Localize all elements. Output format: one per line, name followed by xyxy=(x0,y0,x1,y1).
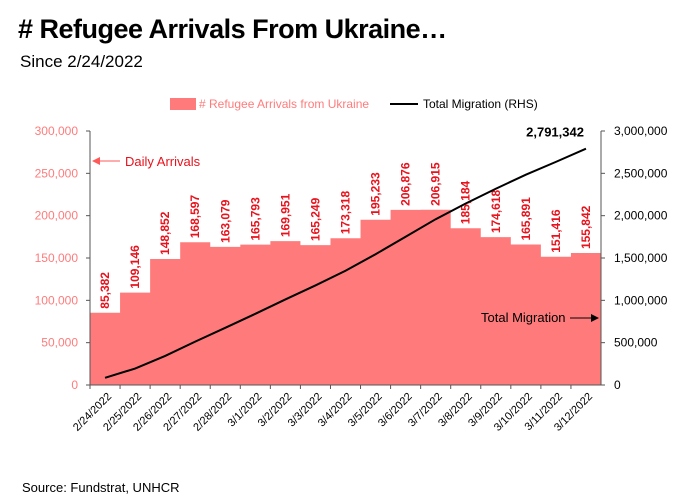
right-tick-label: 3,000,000 xyxy=(614,124,668,138)
bar-data-label: 206,915 xyxy=(429,162,443,206)
bar-data-label: 206,876 xyxy=(399,162,413,206)
left-tick-label: 300,000 xyxy=(35,124,79,138)
bar-data-label: 165,249 xyxy=(308,197,322,241)
left-tick-label: 100,000 xyxy=(35,293,79,307)
bar-data-label: 168,597 xyxy=(188,195,202,239)
daily-arrivals-bar xyxy=(270,241,300,385)
daily-arrivals-bar xyxy=(180,242,210,385)
bar-data-label: 169,951 xyxy=(278,193,292,237)
bar-data-label: 85,382 xyxy=(98,272,112,309)
daily-arrivals-bar xyxy=(300,245,330,385)
legend-label-arrivals: # Refugee Arrivals from Ukraine xyxy=(199,97,369,111)
left-tick-label: 0 xyxy=(71,378,78,392)
left-tick-label: 250,000 xyxy=(35,166,79,180)
bar-data-label: 185,184 xyxy=(459,181,473,225)
left-tick-label: 200,000 xyxy=(35,209,79,223)
left-tick-label: 150,000 xyxy=(35,251,79,265)
right-tick-label: 2,500,000 xyxy=(614,166,668,180)
right-tick-label: 0 xyxy=(614,378,621,392)
legend-label-total: Total Migration (RHS) xyxy=(423,97,538,111)
daily-arrivals-bar xyxy=(361,220,391,385)
bar-data-label: 148,852 xyxy=(158,211,172,255)
source-note: Source: Fundstrat, UNHCR xyxy=(22,480,180,495)
total-migration-end-label: 2,791,342 xyxy=(526,125,584,140)
daily-arrivals-bar xyxy=(451,228,481,385)
daily-arrivals-bar xyxy=(210,247,240,385)
total-migration-annotation: Total Migration xyxy=(481,310,566,325)
daily-arrivals-arrowhead xyxy=(92,157,100,165)
daily-arrivals-bar xyxy=(421,210,451,385)
bar-data-label: 165,793 xyxy=(248,197,262,241)
right-tick-label: 1,000,000 xyxy=(614,293,668,307)
bar-data-label: 155,842 xyxy=(579,205,593,249)
page-title: # Refugee Arrivals From Ukraine… xyxy=(18,14,447,44)
right-tick-label: 500,000 xyxy=(614,336,658,350)
daily-arrivals-bar xyxy=(330,238,360,385)
page-subtitle: Since 2/24/2022 xyxy=(20,52,143,71)
bar-data-label: 173,318 xyxy=(339,191,353,235)
right-tick-label: 2,000,000 xyxy=(614,209,668,223)
bar-data-label: 109,146 xyxy=(128,245,142,289)
daily-arrivals-area xyxy=(90,209,601,385)
bar-data-label: 174,618 xyxy=(489,189,503,233)
right-tick-label: 1,500,000 xyxy=(614,251,668,265)
daily-arrivals-annotation: Daily Arrivals xyxy=(125,154,201,169)
bar-data-label: 163,079 xyxy=(218,199,232,243)
bar-data-label: 165,891 xyxy=(519,197,533,241)
bar-data-label: 151,416 xyxy=(549,209,563,253)
daily-arrivals-bar xyxy=(150,259,180,385)
total-migration-arrowhead xyxy=(591,314,599,322)
bar-data-label: 195,233 xyxy=(369,172,383,216)
left-tick-label: 50,000 xyxy=(41,336,78,350)
legend-swatch-arrivals xyxy=(170,98,196,110)
